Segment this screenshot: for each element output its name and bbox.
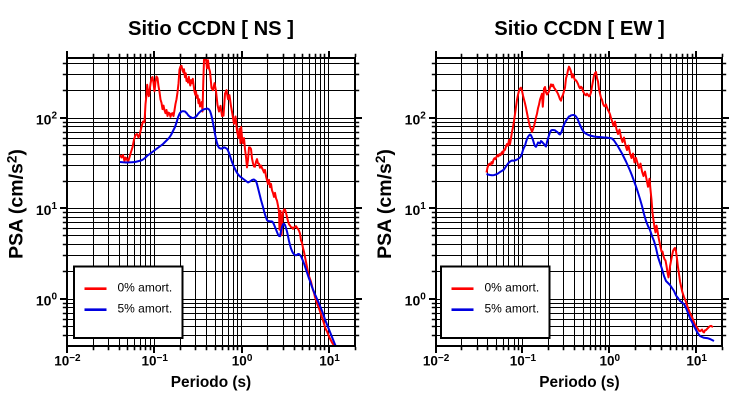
svg-text:Sitio CCDN [ NS ]: Sitio CCDN [ NS ] [128,18,294,40]
svg-text:Sitio CCDN [ EW ]: Sitio CCDN [ EW ] [494,18,664,40]
svg-text:0% amort.: 0% amort. [485,280,540,294]
svg-text:PSA (cm/s2): PSA (cm/s2) [373,149,396,259]
svg-text:0% amort.: 0% amort. [118,280,173,294]
svg-text:5% amort.: 5% amort. [118,301,173,315]
svg-text:PSA (cm/s2): PSA (cm/s2) [5,149,28,259]
svg-text:Periodo (s): Periodo (s) [171,374,251,391]
svg-text:Periodo (s): Periodo (s) [539,374,619,391]
svg-text:5% amort.: 5% amort. [485,301,540,315]
